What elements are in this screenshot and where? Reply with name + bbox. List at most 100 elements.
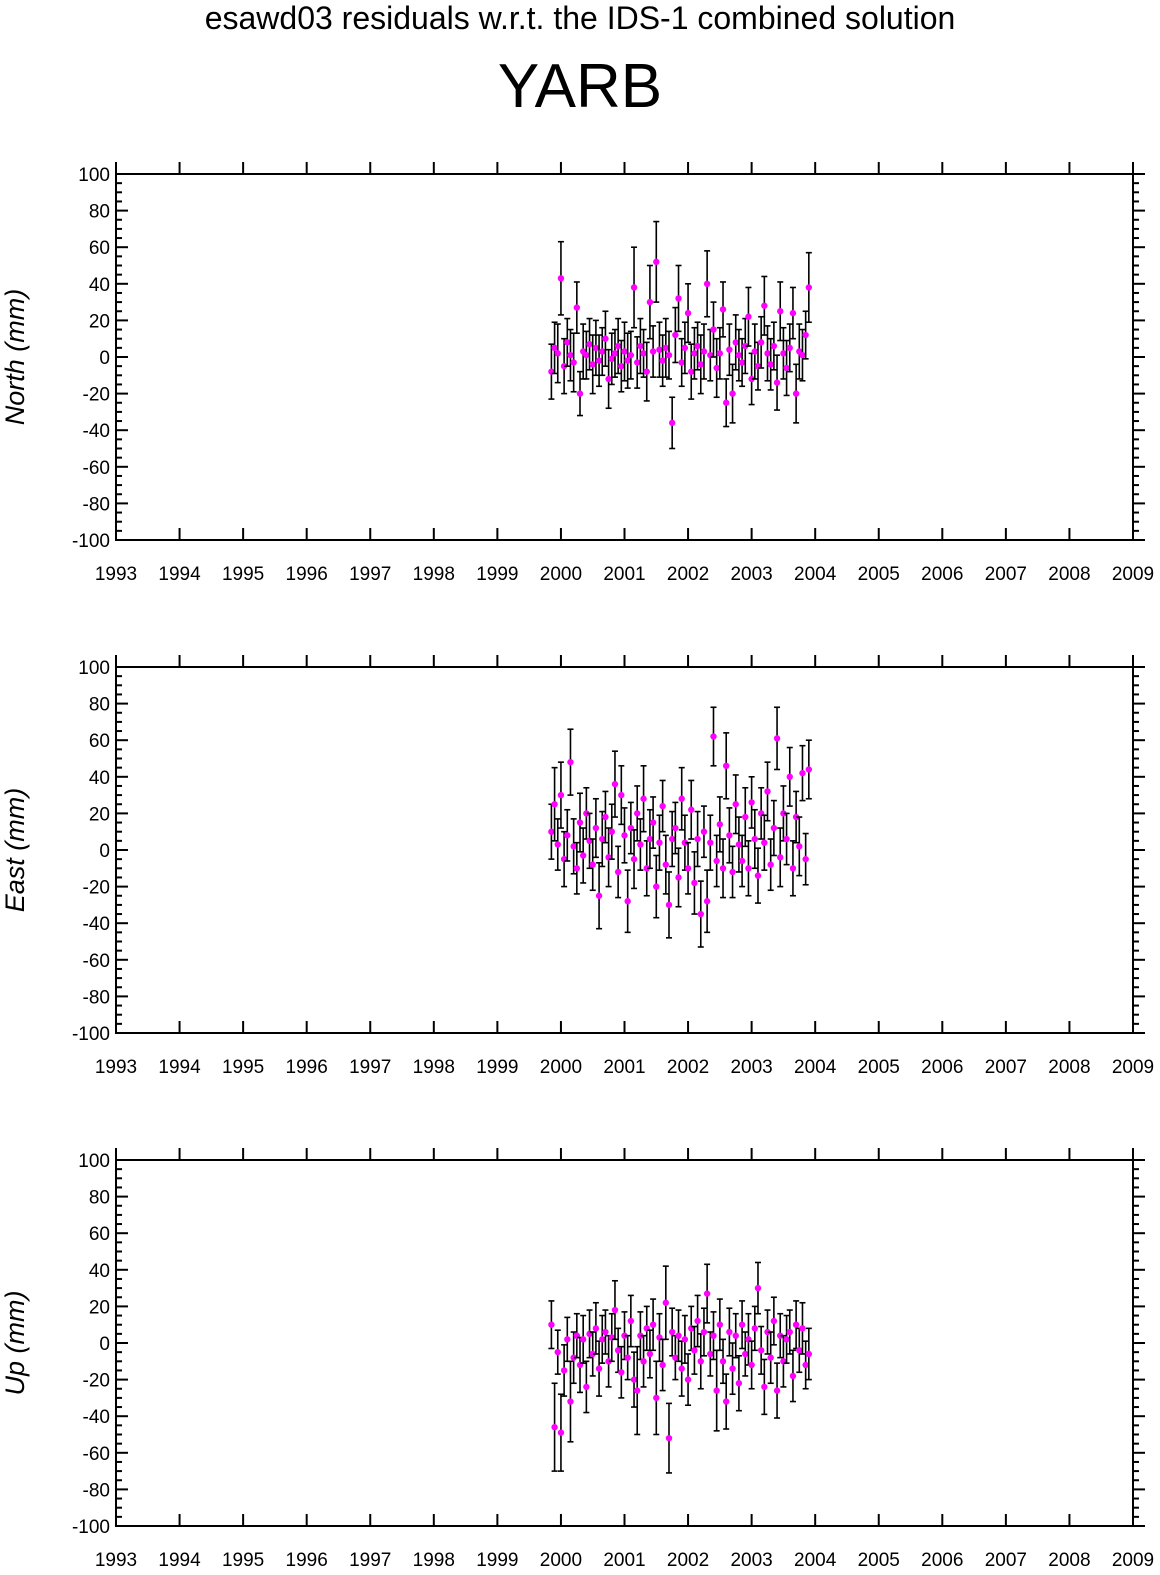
north-data-point — [745, 286, 752, 347]
north-marker — [723, 399, 730, 406]
figure-title: YARB — [497, 52, 663, 121]
north-marker — [789, 309, 797, 317]
east-marker — [592, 824, 600, 832]
east-x-tick-label: 2008 — [1048, 1057, 1090, 1078]
up-marker — [624, 1354, 631, 1361]
north-marker — [700, 348, 708, 355]
east-data-point — [681, 814, 689, 871]
north-marker — [713, 364, 720, 372]
north-data-point — [697, 334, 704, 395]
east-data-point — [707, 814, 714, 871]
east-marker — [624, 898, 631, 905]
up-marker — [634, 1387, 641, 1394]
up-x-tick-label: 2008 — [1048, 1550, 1090, 1571]
north-data-point — [595, 334, 603, 388]
north-marker — [675, 295, 682, 302]
up-marker — [735, 1380, 743, 1387]
east-marker — [579, 852, 587, 859]
up-marker — [668, 1328, 676, 1336]
east-data-point — [630, 829, 638, 890]
north-marker — [748, 375, 755, 383]
up-marker — [665, 1434, 673, 1442]
north-data-point — [678, 337, 685, 388]
north-data-point — [780, 326, 787, 380]
east-x-tick-label: 1994 — [158, 1057, 201, 1078]
north-data-point — [764, 325, 771, 382]
north-marker — [646, 298, 654, 306]
east-data-point — [595, 862, 603, 930]
up-marker — [595, 1365, 603, 1372]
east-marker — [564, 832, 571, 839]
east-data-point — [634, 785, 641, 842]
north-y-tick-label: -80 — [83, 494, 110, 515]
north-data-point — [767, 337, 774, 391]
east-marker — [662, 861, 670, 868]
east-marker — [684, 865, 692, 872]
north-data-point — [796, 323, 803, 380]
east-x-tick-label: 1999 — [476, 1057, 518, 1078]
up-data-point — [691, 1325, 698, 1375]
east-data-point — [653, 854, 660, 919]
north-data-point — [649, 325, 657, 378]
east-data-point — [564, 808, 571, 862]
up-data-point — [688, 1305, 695, 1352]
north-data-point — [726, 323, 733, 377]
up-marker — [691, 1347, 698, 1354]
north-data-point — [675, 264, 682, 333]
north-x-tick-label: 2005 — [858, 564, 900, 585]
up-data-point — [700, 1307, 708, 1357]
east-marker — [614, 868, 622, 876]
up-marker — [799, 1325, 806, 1332]
up-x-tick-label: 1997 — [349, 1550, 391, 1571]
up-data-point — [551, 1382, 558, 1472]
north-data-point — [656, 321, 663, 378]
north-marker — [665, 351, 673, 359]
east-marker — [719, 865, 727, 872]
east-data-point — [703, 869, 711, 934]
up-marker — [579, 1336, 587, 1343]
east-data-point — [726, 807, 733, 864]
up-marker — [662, 1299, 670, 1306]
up-data-point — [592, 1301, 600, 1355]
east-marker — [637, 841, 644, 848]
up-marker — [684, 1376, 692, 1383]
north-marker — [570, 359, 577, 366]
east-data-point — [589, 838, 596, 892]
north-marker — [611, 350, 619, 357]
east-marker — [573, 865, 581, 872]
up-marker — [726, 1328, 733, 1336]
up-x-tick-label: 2004 — [794, 1550, 837, 1571]
up-data-point — [627, 1294, 635, 1348]
east-marker — [548, 828, 555, 835]
up-data-point — [681, 1314, 689, 1364]
east-data-point — [557, 761, 565, 829]
east-x-tick-label: 2001 — [603, 1057, 645, 1078]
figure-supertitle: esawd03 residuals w.r.t. the IDS-1 combi… — [204, 0, 956, 36]
north-data-point — [761, 275, 768, 336]
east-data-point — [614, 845, 622, 899]
up-marker — [627, 1317, 635, 1325]
east-marker — [732, 801, 739, 808]
up-marker — [802, 1361, 809, 1369]
east-marker — [738, 857, 746, 865]
up-marker — [754, 1284, 762, 1292]
up-data-point — [754, 1261, 762, 1315]
east-data-point — [656, 814, 663, 871]
east-y-tick-label: 60 — [89, 731, 110, 752]
east-marker — [589, 861, 596, 868]
north-x-tick-label: 1998 — [413, 564, 455, 585]
up-marker — [599, 1336, 606, 1343]
north-x-tick-label: 2001 — [603, 564, 645, 585]
up-marker — [618, 1369, 625, 1376]
east-data-point — [745, 840, 752, 897]
north-data-point — [802, 310, 809, 360]
north-marker — [751, 348, 759, 355]
up-marker — [723, 1398, 730, 1405]
east-marker — [611, 780, 619, 788]
east-data-point — [668, 810, 676, 868]
up-marker — [770, 1317, 778, 1325]
east-x-tick-label: 2004 — [794, 1057, 837, 1078]
north-marker — [780, 350, 787, 357]
up-data-point — [726, 1307, 733, 1357]
